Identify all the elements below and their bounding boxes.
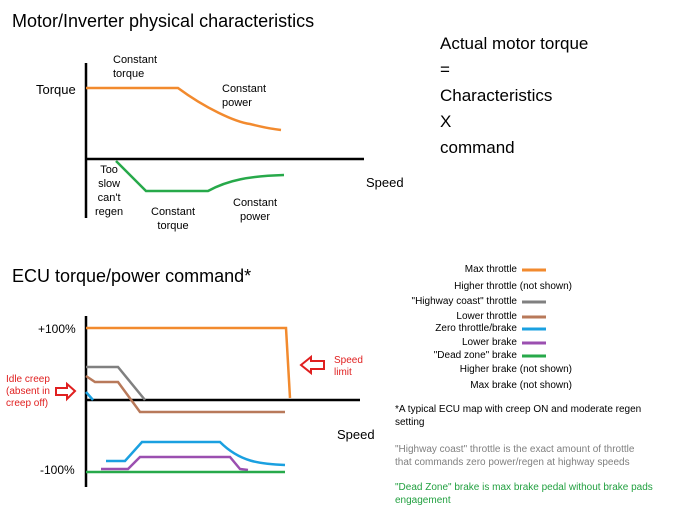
legend-item-zero-throttle: Zero throttle/brake <box>435 323 517 334</box>
note-highway-coast: "Highway coast" throttle is the exact am… <box>395 444 635 468</box>
legend-item-max-brake: Max brake (not shown) <box>470 380 572 391</box>
note-ecu-map: *A typical ECU map with creep ON and mod… <box>395 404 642 428</box>
speed-limit-label: Speed limit <box>334 355 363 378</box>
legend-item-dead-zone: "Dead zone" brake <box>433 350 517 361</box>
note-dead-zone: "Dead Zone" brake is max brake pedal wit… <box>395 482 653 506</box>
highway-coast-line <box>86 365 146 401</box>
legend-swatches <box>522 268 546 358</box>
lower-throttle-line <box>85 374 285 414</box>
idle-creep-label: Idle creep (absent in creep off) <box>6 374 50 409</box>
equation-block: Actual motor torque = Characteristics X … <box>440 31 588 161</box>
equation-line-1: Actual motor torque <box>440 34 589 53</box>
legend-item-lower-brake: Lower brake <box>461 337 517 348</box>
y-tick-bottom: -100% <box>40 463 75 477</box>
top-y-label: Torque <box>36 82 76 97</box>
equation-line-4: X <box>440 112 452 131</box>
top-chart-title: Motor/Inverter physical characteristics <box>12 11 315 31</box>
regen-torque-curve <box>115 160 285 193</box>
legend-item-higher-brake: Higher brake (not shown) <box>459 364 572 375</box>
legend-item-higher-throttle: Higher throttle (not shown) <box>454 281 572 292</box>
bottom-chart-title: ECU torque/power command* <box>12 266 252 286</box>
bottom-chart <box>55 316 360 487</box>
max-throttle-line <box>86 326 292 399</box>
legend-item-max-throttle: Max throttle <box>464 264 517 275</box>
bottom-x-label: Speed <box>337 427 375 442</box>
equation-line-2: = <box>440 60 450 79</box>
speed-limit-arrow-icon <box>299 354 325 376</box>
equation-line-3: Characteristics <box>440 86 553 105</box>
top-x-label: Speed <box>366 175 404 190</box>
zero-throttle-line <box>85 391 286 467</box>
legend-item-highway-coast: "Highway coast" throttle <box>411 296 517 307</box>
top-chart <box>84 63 364 218</box>
constant-torque-top-label: Constant torque <box>113 54 158 80</box>
too-slow-label: Too slow can't regen <box>95 164 124 218</box>
legend-item-lower-throttle: Lower throttle <box>456 311 517 322</box>
constant-power-bottom-label: Constant power <box>233 197 278 223</box>
constant-power-top-label: Constant power <box>222 83 267 109</box>
lower-brake-line <box>101 455 249 472</box>
idle-creep-arrow-icon <box>55 381 77 402</box>
y-tick-top: +100% <box>38 322 76 336</box>
equation-line-5: command <box>440 138 515 157</box>
constant-torque-bottom-label: Constant torque <box>151 206 196 232</box>
motor-torque-curve <box>86 86 282 132</box>
